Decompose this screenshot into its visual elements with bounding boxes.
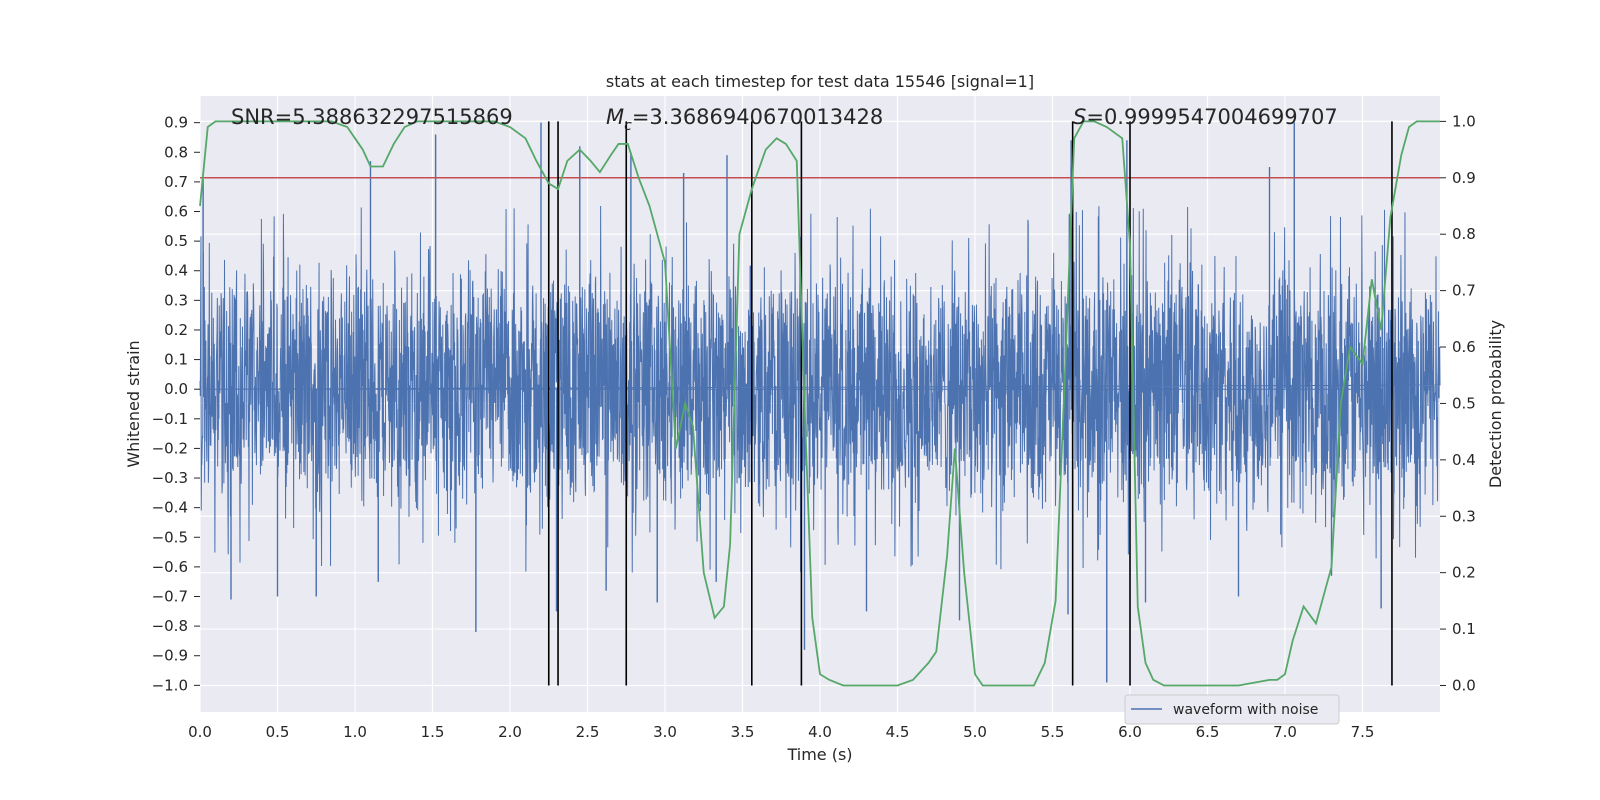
x-tick-label: 6.0 — [1118, 723, 1142, 741]
x-tick-label: 0.0 — [188, 723, 212, 741]
y-tick-label: 0.7 — [164, 173, 188, 191]
y2-tick-label: 0.4 — [1452, 451, 1476, 469]
mc-value: =3.3686940670013428 — [632, 105, 883, 129]
y-tick-label: −0.9 — [152, 647, 188, 665]
y-tick-label: 0.3 — [164, 291, 188, 309]
y2-tick-label: 0.8 — [1452, 225, 1476, 243]
y-tick-label: −0.3 — [152, 469, 188, 487]
y-tick-label: 0.5 — [164, 232, 188, 250]
mc-annotation: Mc=3.3686940670013428 — [606, 105, 883, 134]
y-tick-label: 0.8 — [164, 143, 188, 161]
y2-axis-label: Detection probability — [1486, 320, 1505, 488]
y2-tick-label: 0.3 — [1452, 507, 1476, 525]
legend: waveform with noise — [1124, 694, 1340, 725]
y-tick-label: 0.1 — [164, 351, 188, 369]
y2-tick-label: 1.0 — [1452, 112, 1476, 130]
y2-tick-label: 0.5 — [1452, 394, 1476, 412]
legend-label: waveform with noise — [1173, 702, 1318, 718]
y-tick-label: −0.7 — [152, 588, 188, 606]
x-tick-label: 2.0 — [498, 723, 522, 741]
y-tick-label: 0.9 — [164, 114, 188, 132]
y2-axis-ticks: 1.0 0.9 0.8 0.7 0.6 0.5 0.4 0.3 0.2 0.1 0.0 — [1440, 112, 1476, 694]
snr-annotation: SNR=5.388632297515869 — [231, 105, 513, 129]
y-axis-ticks: 0.9 0.8 0.7 0.6 0.5 0.4 0.3 0.2 0.1 0.0 −0.1 −0.2 −0… — [152, 114, 200, 694]
y-tick-label: −0.8 — [152, 617, 188, 635]
x-tick-label: 5.5 — [1041, 723, 1065, 741]
y-tick-label: −0.2 — [152, 439, 188, 457]
y2-tick-label: 0.6 — [1452, 338, 1476, 356]
x-tick-label: 3.0 — [653, 723, 677, 741]
x-tick-label: 4.0 — [808, 723, 832, 741]
y2-tick-label: 0.1 — [1452, 620, 1476, 638]
chart-title: stats at each timestep for test data 155… — [606, 72, 1034, 91]
x-tick-label: 3.5 — [731, 723, 755, 741]
y-tick-label: 0.6 — [164, 203, 188, 221]
y2-tick-label: 0.9 — [1452, 169, 1476, 187]
x-axis-ticks: 0.0 0.5 1.0 1.5 2.0 2.5 3.0 3.5 4.0 4.5 5.0 5.5 6.0 6… — [188, 723, 1374, 741]
s-symbol: S — [1073, 105, 1086, 129]
s-value: =0.9999547004699707 — [1086, 105, 1337, 129]
x-tick-label: 2.5 — [576, 723, 600, 741]
y2-tick-label: 0.0 — [1452, 676, 1476, 694]
x-tick-label: 0.5 — [266, 723, 290, 741]
x-tick-label: 7.0 — [1273, 723, 1297, 741]
x-tick-label: 5.0 — [963, 723, 987, 741]
y-tick-label: −0.1 — [152, 410, 188, 428]
y-tick-label: −0.6 — [152, 558, 188, 576]
y-tick-label: 0.4 — [164, 262, 188, 280]
strain-line — [199, 122, 1441, 683]
strain-series — [199, 122, 1441, 683]
x-tick-label: 1.0 — [343, 723, 367, 741]
y-tick-label: −0.4 — [152, 499, 188, 517]
y-tick-label: 0.2 — [164, 321, 188, 339]
probability-line — [199, 120, 1440, 687]
y-tick-label: −0.5 — [152, 528, 188, 546]
x-tick-label: 7.5 — [1351, 723, 1375, 741]
legend-box — [1124, 694, 1340, 725]
y2-tick-label: 0.7 — [1452, 282, 1476, 300]
vertical-markers — [547, 121, 1393, 686]
y-tick-label: −1.0 — [152, 676, 188, 694]
s-annotation: S=0.9999547004699707 — [1073, 105, 1338, 129]
x-tick-label: 4.5 — [886, 723, 910, 741]
x-axis-label: Time (s) — [786, 745, 852, 764]
x-tick-label: 1.5 — [421, 723, 445, 741]
y-axis-label: Whitened strain — [124, 340, 143, 467]
x-tick-label: 6.5 — [1196, 723, 1220, 741]
y-tick-label: 0.0 — [164, 380, 188, 398]
y2-tick-label: 0.2 — [1452, 564, 1476, 582]
mc-subscript: c — [624, 118, 632, 134]
mc-symbol: M — [606, 105, 624, 129]
